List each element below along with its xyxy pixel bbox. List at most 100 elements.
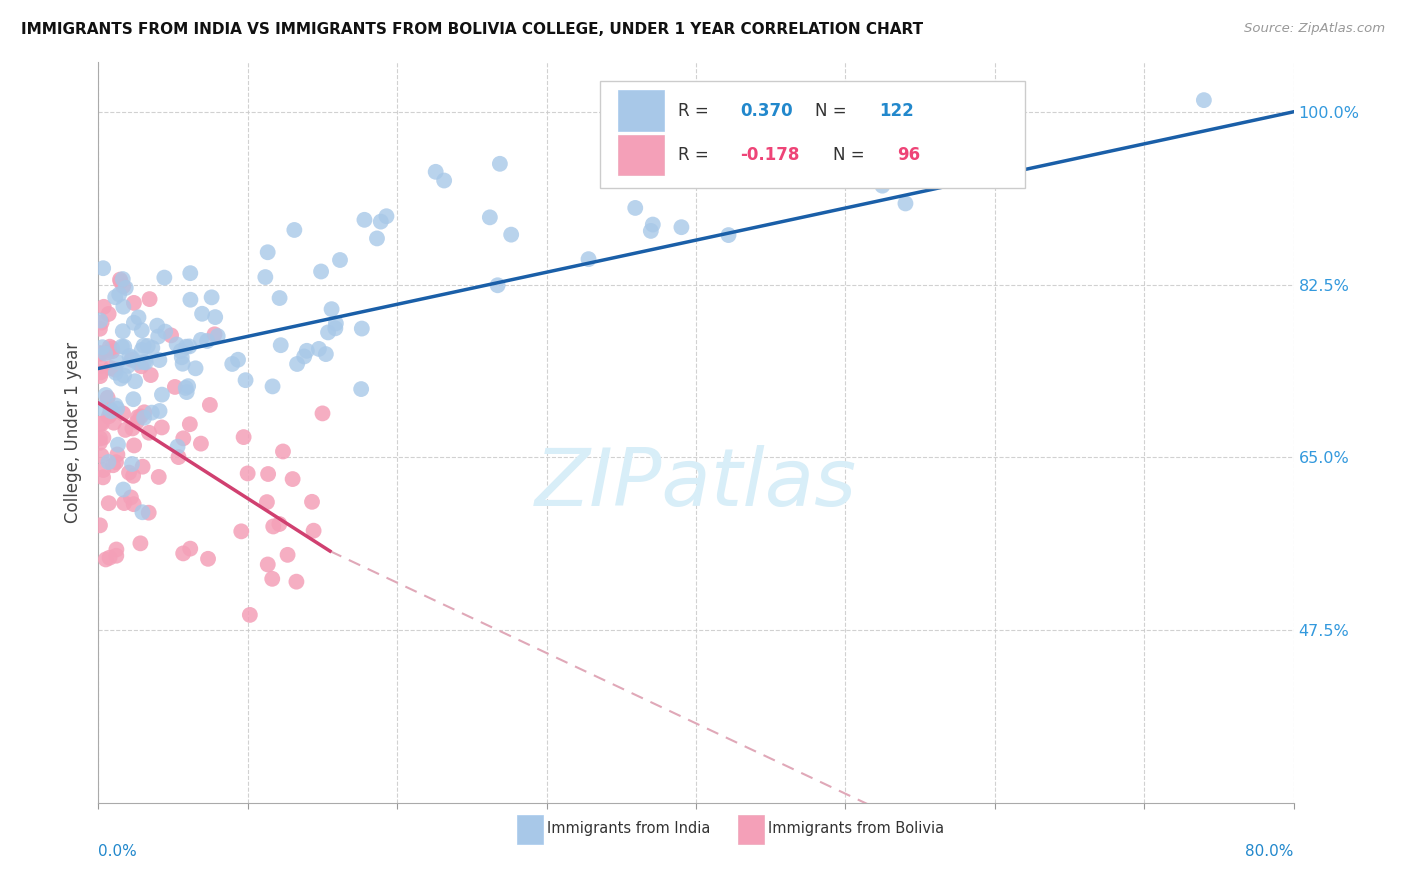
Point xyxy=(91,340,114,354)
Point xyxy=(114,281,136,295)
Point xyxy=(90,316,112,330)
Point xyxy=(97,391,120,405)
Point xyxy=(285,574,308,589)
Point xyxy=(131,459,153,474)
Point xyxy=(135,355,157,369)
Point xyxy=(236,467,259,481)
Point xyxy=(262,379,284,393)
Point xyxy=(101,344,124,359)
Point xyxy=(174,340,197,354)
Point xyxy=(270,338,292,352)
Point xyxy=(262,519,284,533)
Point xyxy=(232,430,254,444)
Point xyxy=(295,343,318,358)
Point xyxy=(112,407,135,421)
Point xyxy=(138,292,160,306)
Point xyxy=(100,402,122,417)
Point xyxy=(122,497,145,511)
Point xyxy=(148,329,170,343)
Point xyxy=(197,551,219,566)
Point xyxy=(201,290,224,304)
Point xyxy=(89,435,111,450)
Point xyxy=(105,549,128,563)
Point xyxy=(166,440,188,454)
Point xyxy=(172,357,194,371)
Point xyxy=(103,416,125,430)
Point xyxy=(170,344,193,359)
Point xyxy=(105,542,128,557)
Point xyxy=(111,340,134,354)
Point xyxy=(120,491,142,505)
Point xyxy=(894,196,917,211)
Point xyxy=(179,266,201,280)
Point xyxy=(177,379,200,393)
Point xyxy=(433,173,456,187)
Text: 0.370: 0.370 xyxy=(740,102,793,120)
Point xyxy=(872,178,894,193)
Point xyxy=(150,387,173,401)
Point xyxy=(353,212,375,227)
Point xyxy=(425,165,447,179)
Point xyxy=(256,495,278,509)
Point xyxy=(235,373,257,387)
Point xyxy=(370,214,392,228)
Point xyxy=(153,270,176,285)
Point xyxy=(366,231,388,245)
Point xyxy=(91,261,114,276)
Point xyxy=(94,388,117,402)
Point xyxy=(110,275,132,289)
Point xyxy=(101,458,124,473)
Point xyxy=(179,339,201,353)
Point xyxy=(89,322,111,336)
Point xyxy=(118,466,141,480)
Point xyxy=(100,361,122,376)
Point xyxy=(167,450,190,464)
Text: Immigrants from Bolivia: Immigrants from Bolivia xyxy=(768,822,943,836)
Point xyxy=(198,398,221,412)
Point xyxy=(138,506,160,520)
Point xyxy=(131,505,153,519)
Point xyxy=(148,353,170,368)
Bar xyxy=(619,135,664,176)
Bar xyxy=(517,815,543,844)
Y-axis label: College, Under 1 year: College, Under 1 year xyxy=(65,342,83,524)
Point xyxy=(105,401,128,416)
Point xyxy=(89,347,111,361)
Point xyxy=(329,252,352,267)
Point xyxy=(578,252,600,267)
Point xyxy=(254,270,277,285)
Point xyxy=(308,342,330,356)
Point xyxy=(172,546,194,560)
Point xyxy=(131,343,153,357)
Point xyxy=(122,468,145,483)
Point xyxy=(311,406,333,420)
Text: 122: 122 xyxy=(879,102,914,120)
Point xyxy=(104,290,127,304)
Point xyxy=(325,317,347,331)
Point xyxy=(89,359,111,373)
Point xyxy=(375,209,398,223)
Point xyxy=(204,310,226,325)
Point xyxy=(98,550,121,565)
Point xyxy=(831,167,853,181)
Bar xyxy=(738,815,763,844)
Point xyxy=(132,339,155,353)
Point xyxy=(141,341,163,355)
Point xyxy=(301,495,323,509)
Point xyxy=(190,436,212,450)
Point xyxy=(121,457,143,471)
Point xyxy=(239,607,262,622)
Point xyxy=(163,380,186,394)
Point xyxy=(256,558,278,572)
Point xyxy=(112,483,135,497)
Point xyxy=(93,431,115,445)
Point xyxy=(184,361,207,376)
Point xyxy=(221,357,243,371)
Point xyxy=(204,327,226,342)
Point xyxy=(91,463,114,477)
Point xyxy=(675,169,697,184)
Point xyxy=(283,223,305,237)
Point xyxy=(117,359,139,373)
Point xyxy=(285,357,308,371)
Point xyxy=(108,272,131,286)
